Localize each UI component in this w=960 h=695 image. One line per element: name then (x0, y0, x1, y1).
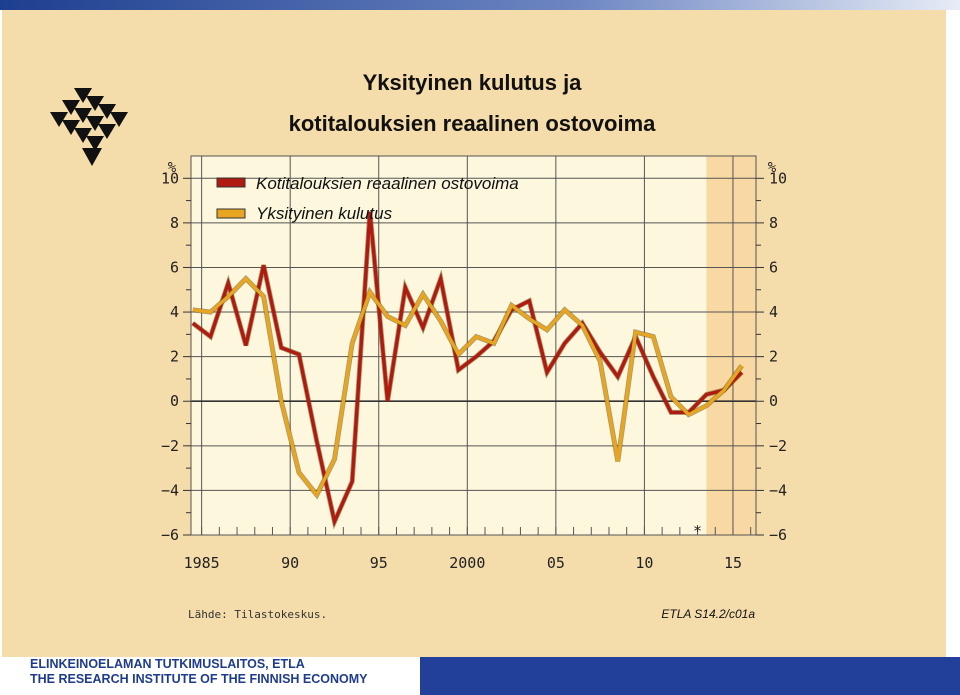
logo-triangle (50, 112, 68, 127)
y-tick-label-left: 0 (170, 392, 179, 410)
x-tick-label: 2000 (449, 554, 485, 572)
logo-triangle (74, 108, 92, 123)
legend-swatch-kulutus (216, 208, 246, 219)
x-tick-label: 10 (635, 554, 653, 572)
y-axis-right: 10 8 6 4 2 0 −2 −4 −6 (756, 169, 787, 544)
etla-logo (50, 88, 128, 166)
y-tick-label-right: 10 (769, 169, 787, 187)
footer-blue-bar (420, 657, 960, 695)
x-tick-label: 15 (724, 554, 742, 572)
y-tick-label-left: 6 (170, 258, 179, 276)
source-note: Lähde: Tilastokeskus. (188, 608, 327, 621)
slide: Yksityinen kulutus ja kotitalouksien rea… (2, 10, 946, 657)
chart-code: ETLA S14.2/c01a (661, 607, 755, 621)
plot-frame (190, 155, 757, 536)
footer: ELINKEINOELAMAN TUTKIMUSLAITOS, ETLA THE… (0, 657, 960, 695)
x-tick-label: 05 (547, 554, 565, 572)
y-tick-label-left: 2 (170, 348, 179, 366)
legend-label-ostovoima: Kotitalouksien reaalinen ostovoima (256, 174, 519, 193)
plot-background (191, 156, 756, 535)
series-line-kulutus (192, 276, 744, 499)
logo-triangle (86, 116, 104, 131)
legend: Kotitalouksien reaalinen ostovoima Yksit… (216, 174, 519, 223)
logo-triangle (110, 112, 128, 127)
logo-triangle (86, 136, 104, 151)
right-edge (946, 10, 960, 657)
x-tick-label: 90 (281, 554, 299, 572)
forecast-marker: * (693, 522, 702, 540)
y-tick-label-right: −4 (769, 481, 787, 499)
chart: Yksityinen kulutus ja kotitalouksien rea… (50, 70, 787, 621)
y-axis-label-right: % (768, 160, 777, 176)
logo-triangle (74, 128, 92, 143)
y-tick-label-right: 4 (769, 303, 778, 321)
y-tick-label-left: 4 (170, 303, 179, 321)
series-line-ostovoima (191, 211, 744, 528)
y-tick-label-right: 8 (769, 214, 778, 232)
y-tick-label-left: −2 (161, 437, 179, 455)
y-tick-label-left: −6 (161, 526, 179, 544)
logo-triangle (74, 88, 92, 103)
logo-triangle (86, 96, 104, 111)
y-tick-label-right: 2 (769, 348, 778, 366)
chart-title-line-1: Yksityinen kulutus ja (363, 70, 583, 95)
footer-org-name-en: THE RESEARCH INSTITUTE OF THE FINNISH EC… (30, 672, 368, 686)
x-tick-label: 95 (370, 554, 388, 572)
y-tick-label-right: 0 (769, 392, 778, 410)
legend-label-kulutus: Yksityinen kulutus (256, 204, 393, 223)
y-tick-label-right: −6 (769, 526, 787, 544)
y-axis-left: 10 8 6 4 2 0 −2 −4 −6 (161, 169, 191, 544)
logo-triangle (98, 124, 116, 139)
forecast-shading (706, 156, 756, 535)
x-axis: 1985 90 95 2000 05 10 15 (184, 554, 742, 572)
logo-triangle (82, 148, 102, 166)
x-tick-label: 1985 (184, 554, 220, 572)
chart-title-line-2: kotitalouksien reaalinen ostovoima (289, 111, 657, 136)
y-tick-label-left: 8 (170, 214, 179, 232)
footer-org-name-fi: ELINKEINOELAMAN TUTKIMUSLAITOS, ETLA (30, 657, 305, 671)
y-tick-label-right: −2 (769, 437, 787, 455)
plot-area (191, 156, 756, 535)
y-tick-label-left: 10 (161, 169, 179, 187)
y-axis-label-left: % (168, 160, 177, 176)
top-banner (0, 0, 960, 10)
y-tick-label-left: −4 (161, 481, 179, 499)
logo-triangle (62, 120, 80, 135)
series-lines (191, 211, 744, 530)
logo-triangle (98, 104, 116, 119)
y-tick-label-right: 6 (769, 258, 778, 276)
logo-triangle (62, 100, 80, 115)
legend-swatch-ostovoima (216, 177, 246, 188)
